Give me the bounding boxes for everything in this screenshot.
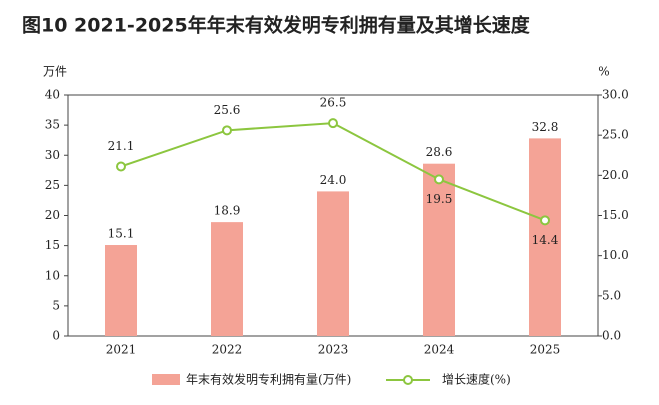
y-tick-label: 40 — [45, 88, 60, 102]
line-value-label: 19.5 — [426, 192, 453, 206]
y-tick-label: 5 — [52, 298, 60, 312]
y-tick-label: 25 — [45, 178, 60, 192]
line-value-label: 26.5 — [320, 96, 347, 110]
bar-value-label: 24.0 — [320, 173, 347, 187]
line-marker — [540, 215, 550, 226]
x-tick-label: 2022 — [212, 343, 243, 357]
legend-label: 增长速度(%) — [442, 372, 511, 387]
y2-tick-label: 30.0 — [602, 88, 629, 102]
line-value-label: 25.6 — [214, 103, 241, 117]
line-marker — [222, 125, 232, 136]
line-marker — [434, 174, 444, 185]
y2-tick-label: 25.0 — [602, 128, 629, 142]
x-tick-label: 2023 — [318, 343, 349, 357]
y-tick-label: 0 — [52, 329, 60, 343]
y2-tick-label: 15.0 — [602, 208, 629, 222]
bar-value-label: 18.9 — [214, 204, 241, 218]
y2-tick-label: 5.0 — [602, 288, 621, 302]
legend-marker — [403, 375, 413, 385]
x-tick-label: 2021 — [106, 343, 137, 357]
legend-swatch — [152, 374, 180, 385]
x-tick-label: 2024 — [424, 343, 455, 357]
x-tick-label: 2025 — [530, 343, 561, 357]
y2-tick-label: 0.0 — [602, 329, 621, 343]
bar — [529, 138, 561, 336]
y-tick-label: 30 — [45, 148, 60, 162]
bar — [423, 163, 455, 336]
line-marker — [116, 161, 126, 172]
chart-title: 图10 2021-2025年年末有效发明专利拥有量及其增长速度 — [22, 14, 531, 37]
y-tick-label: 35 — [45, 118, 60, 132]
y-unit: 万件 — [43, 65, 67, 79]
bar — [211, 222, 243, 336]
y2-unit: % — [598, 65, 609, 79]
y-tick-label: 20 — [45, 208, 60, 222]
line-value-label: 14.4 — [532, 233, 559, 247]
legend-label: 年末有效发明专利拥有量(万件) — [186, 372, 351, 387]
line-value-label: 21.1 — [108, 139, 135, 153]
bar-value-label: 32.8 — [532, 120, 559, 134]
line-marker — [328, 118, 338, 129]
y-tick-label: 10 — [45, 268, 60, 282]
y2-tick-label: 10.0 — [602, 248, 629, 262]
bar — [105, 245, 137, 336]
bar-value-label: 15.1 — [108, 227, 135, 241]
bar-value-label: 28.6 — [426, 145, 453, 159]
y-tick-label: 15 — [45, 238, 60, 252]
bar — [317, 191, 349, 336]
y2-tick-label: 20.0 — [602, 168, 629, 182]
